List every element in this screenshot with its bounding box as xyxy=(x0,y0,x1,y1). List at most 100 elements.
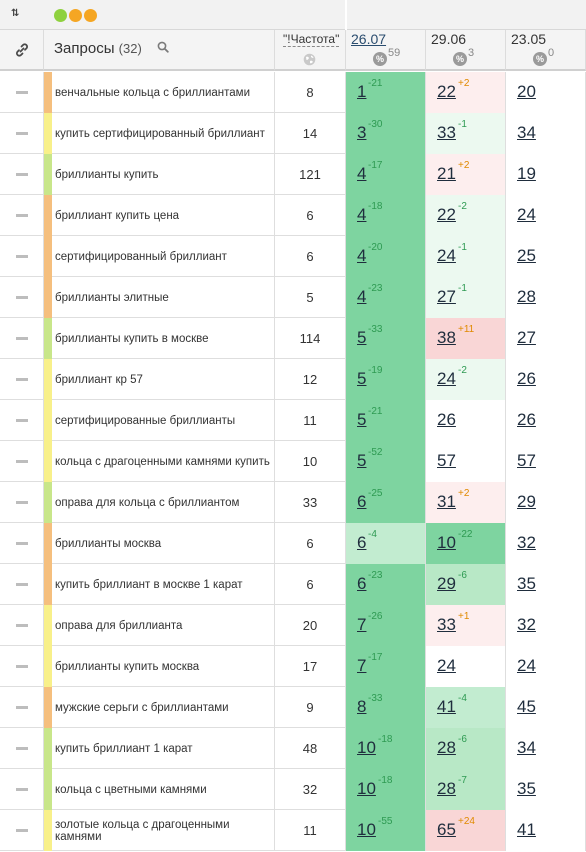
table-row[interactable]: оправа для бриллианта 20 7 -26 33 +1 32 xyxy=(0,605,586,646)
position-link[interactable]: 26 xyxy=(517,369,536,388)
query-text[interactable]: бриллианты купить в москве xyxy=(55,332,209,345)
position-link[interactable]: 24 xyxy=(437,246,456,265)
position-link[interactable]: 21 xyxy=(437,164,456,183)
query-text[interactable]: бриллианты элитные xyxy=(55,291,169,304)
position-link[interactable]: 7 xyxy=(357,615,367,634)
color-marker[interactable] xyxy=(44,810,52,851)
color-marker[interactable] xyxy=(44,113,52,154)
color-marker[interactable] xyxy=(44,236,52,277)
query-text[interactable]: сертифицированный бриллиант xyxy=(55,250,227,263)
position-link[interactable]: 3 xyxy=(357,123,367,142)
table-row[interactable]: купить сертифицированный бриллиант 14 3 -30… xyxy=(0,113,586,154)
date-label[interactable]: 26.07 xyxy=(351,31,387,47)
sort-icon[interactable]: ⇅ xyxy=(11,8,20,19)
query-text[interactable]: купить бриллиант 1 карат xyxy=(55,742,193,755)
table-row[interactable]: бриллианты купить 121 4 -17 21 +2 19 xyxy=(0,154,586,195)
query-text[interactable]: бриллиант кр 57 xyxy=(55,373,143,386)
drag-handle-icon[interactable] xyxy=(16,337,28,340)
table-row[interactable]: кольца с драгоценными камнями купить 10 5-… xyxy=(0,441,586,482)
position-link[interactable]: 29 xyxy=(437,574,456,593)
position-link[interactable]: 6 xyxy=(357,533,367,552)
position-link[interactable]: 29 xyxy=(517,492,536,511)
position-link[interactable]: 4 xyxy=(357,205,367,224)
color-marker[interactable] xyxy=(44,728,52,769)
query-column-title[interactable]: Запросы (32) xyxy=(54,40,142,57)
table-row[interactable]: сертифицированный бриллиант 6 4 -20 24 -1 25 xyxy=(0,236,586,277)
position-link[interactable]: 10 xyxy=(357,820,376,839)
position-link[interactable]: 4 xyxy=(357,246,367,265)
position-link[interactable]: 10 xyxy=(437,533,456,552)
position-link[interactable]: 28 xyxy=(517,287,536,306)
position-link[interactable]: 27 xyxy=(437,287,456,306)
color-marker[interactable] xyxy=(44,441,52,482)
color-marker[interactable] xyxy=(44,605,52,646)
position-link[interactable]: 41 xyxy=(517,820,536,839)
position-link[interactable]: 26 xyxy=(517,410,536,429)
color-marker[interactable] xyxy=(44,72,52,113)
drag-handle-icon[interactable] xyxy=(16,501,28,504)
position-link[interactable]: 33 xyxy=(437,123,456,142)
query-text[interactable]: бриллианты москва xyxy=(55,537,162,550)
query-text[interactable]: кольца с цветными камнями xyxy=(55,783,207,796)
date-label[interactable]: 29.06 xyxy=(431,31,467,47)
query-text[interactable]: оправа для кольца с бриллиантом xyxy=(55,496,240,509)
table-row[interactable]: бриллианты купить в москве 114 5 -33 38 +11 27 xyxy=(0,318,586,359)
globe-icon[interactable] xyxy=(303,53,316,66)
drag-handle-icon[interactable] xyxy=(16,747,28,750)
query-text[interactable]: бриллианты купить xyxy=(55,168,159,181)
position-link[interactable]: 19 xyxy=(517,164,536,183)
green-dot-icon[interactable] xyxy=(54,9,67,22)
orange-dot-icon[interactable] xyxy=(84,9,97,22)
color-marker[interactable] xyxy=(44,154,52,195)
position-link[interactable]: 5 xyxy=(357,451,367,470)
color-marker[interactable] xyxy=(44,318,52,359)
color-marker[interactable] xyxy=(44,564,52,605)
query-text[interactable]: венчальные кольца с бриллиантами xyxy=(55,86,251,99)
position-link[interactable]: 57 xyxy=(437,451,456,470)
position-link[interactable]: 24 xyxy=(437,656,456,675)
position-link[interactable]: 34 xyxy=(517,738,536,757)
position-link[interactable]: 6 xyxy=(357,574,367,593)
table-row[interactable]: оправа для кольца с бриллиантом 33 6 -25 31 +… xyxy=(0,482,586,523)
query-text[interactable]: сертифицированные бриллианты xyxy=(55,414,236,427)
table-row[interactable]: золотые кольца с драгоценными камнями 11 1… xyxy=(0,810,586,851)
drag-handle-icon[interactable] xyxy=(16,132,28,135)
header-date-2[interactable]: 29.06 % 3 xyxy=(426,30,506,71)
position-link[interactable]: 45 xyxy=(517,697,536,716)
table-row[interactable]: сертифицированные бриллианты 11 5 -21 26 26 xyxy=(0,400,586,441)
color-marker[interactable] xyxy=(44,646,52,687)
table-row[interactable]: купить бриллиант в москве 1 карат 6 6 -23 29… xyxy=(0,564,586,605)
table-row[interactable]: купить бриллиант 1 карат 48 10 -18 28 -6 34 xyxy=(0,728,586,769)
drag-handle-icon[interactable] xyxy=(16,624,28,627)
position-link[interactable]: 1 xyxy=(357,82,367,101)
query-text[interactable]: купить сертифицированный бриллиант xyxy=(55,127,265,140)
drag-handle-icon[interactable] xyxy=(16,829,28,832)
position-link[interactable]: 24 xyxy=(517,205,536,224)
query-text[interactable]: бриллиант купить цена xyxy=(55,209,180,222)
position-link[interactable]: 10 xyxy=(357,779,376,798)
position-link[interactable]: 22 xyxy=(437,82,456,101)
position-link[interactable]: 26 xyxy=(437,410,456,429)
table-row[interactable]: кольца с цветными камнями 32 10 -18 28 -7 35 xyxy=(0,769,586,810)
position-link[interactable]: 5 xyxy=(357,369,367,388)
drag-handle-icon[interactable] xyxy=(16,665,28,668)
position-link[interactable]: 7 xyxy=(357,656,367,675)
header-date-1[interactable]: 26.07 % 59 xyxy=(346,30,426,71)
position-link[interactable]: 24 xyxy=(517,656,536,675)
position-link[interactable]: 8 xyxy=(357,697,367,716)
query-text[interactable]: купить бриллиант в москве 1 карат xyxy=(55,578,243,591)
search-icon[interactable] xyxy=(157,41,169,53)
table-row[interactable]: бриллианты москва 6 6 -4 10 -22 32 xyxy=(0,523,586,564)
header-date-3[interactable]: 23.05 % 0 xyxy=(506,30,586,71)
position-link[interactable]: 33 xyxy=(437,615,456,634)
position-link[interactable]: 20 xyxy=(517,82,536,101)
table-row[interactable]: бриллианты элитные 5 4 -23 27 -1 28 xyxy=(0,277,586,318)
position-link[interactable]: 4 xyxy=(357,164,367,183)
color-marker[interactable] xyxy=(44,482,52,523)
orange-dot-icon[interactable] xyxy=(69,9,82,22)
position-link[interactable]: 31 xyxy=(437,492,456,511)
position-link[interactable]: 5 xyxy=(357,410,367,429)
position-link[interactable]: 41 xyxy=(437,697,456,716)
color-marker[interactable] xyxy=(44,687,52,728)
query-text[interactable]: оправа для бриллианта xyxy=(55,619,183,632)
